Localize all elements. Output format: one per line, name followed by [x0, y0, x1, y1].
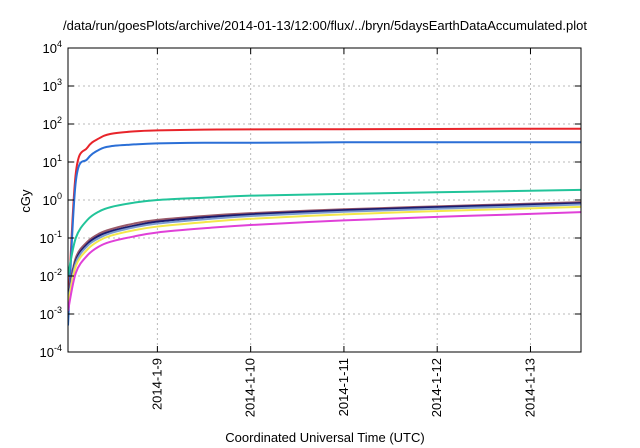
- y-axis-label: cGy: [18, 189, 33, 213]
- x-axis-label: Coordinated Universal Time (UTC): [225, 430, 424, 445]
- series-line: [68, 211, 581, 312]
- y-tick-label: 10-4: [40, 343, 62, 360]
- x-tick-label: 2014-1-9: [149, 358, 164, 410]
- x-tick-label: 2014-1-11: [336, 358, 351, 416]
- ticks: 10-4 10-3 10-2 10-1 100 101 102 103 104 2014-1-9 2…: [40, 39, 581, 417]
- y-tick-label: 104: [43, 39, 62, 56]
- grid: [68, 48, 581, 352]
- series-line: [68, 203, 581, 302]
- series-line: [68, 205, 581, 305]
- plot-frame: [67, 47, 582, 353]
- y-tick-label: 103: [43, 77, 62, 94]
- x-tick-label: 2014-1-12: [429, 358, 444, 417]
- x-tick-label: 2014-1-10: [243, 358, 258, 417]
- series-line: [68, 202, 581, 300]
- series-line: [68, 141, 581, 326]
- series-line: [68, 188, 581, 277]
- series-layer: [68, 127, 581, 326]
- y-tick-label: 100: [43, 191, 62, 208]
- y-tick-label: 102: [43, 115, 62, 132]
- series-line: [68, 127, 581, 315]
- x-tick-label: 2014-1-13: [522, 358, 537, 417]
- chart-title: /data/run/goesPlots/archive/2014-01-13/1…: [63, 18, 587, 33]
- y-tick-label: 10-2: [40, 267, 62, 284]
- y-tick-label: 10-3: [40, 305, 62, 322]
- y-tick-label: 101: [43, 153, 62, 170]
- series-line: [68, 201, 581, 297]
- y-tick-label: 10-1: [40, 229, 62, 246]
